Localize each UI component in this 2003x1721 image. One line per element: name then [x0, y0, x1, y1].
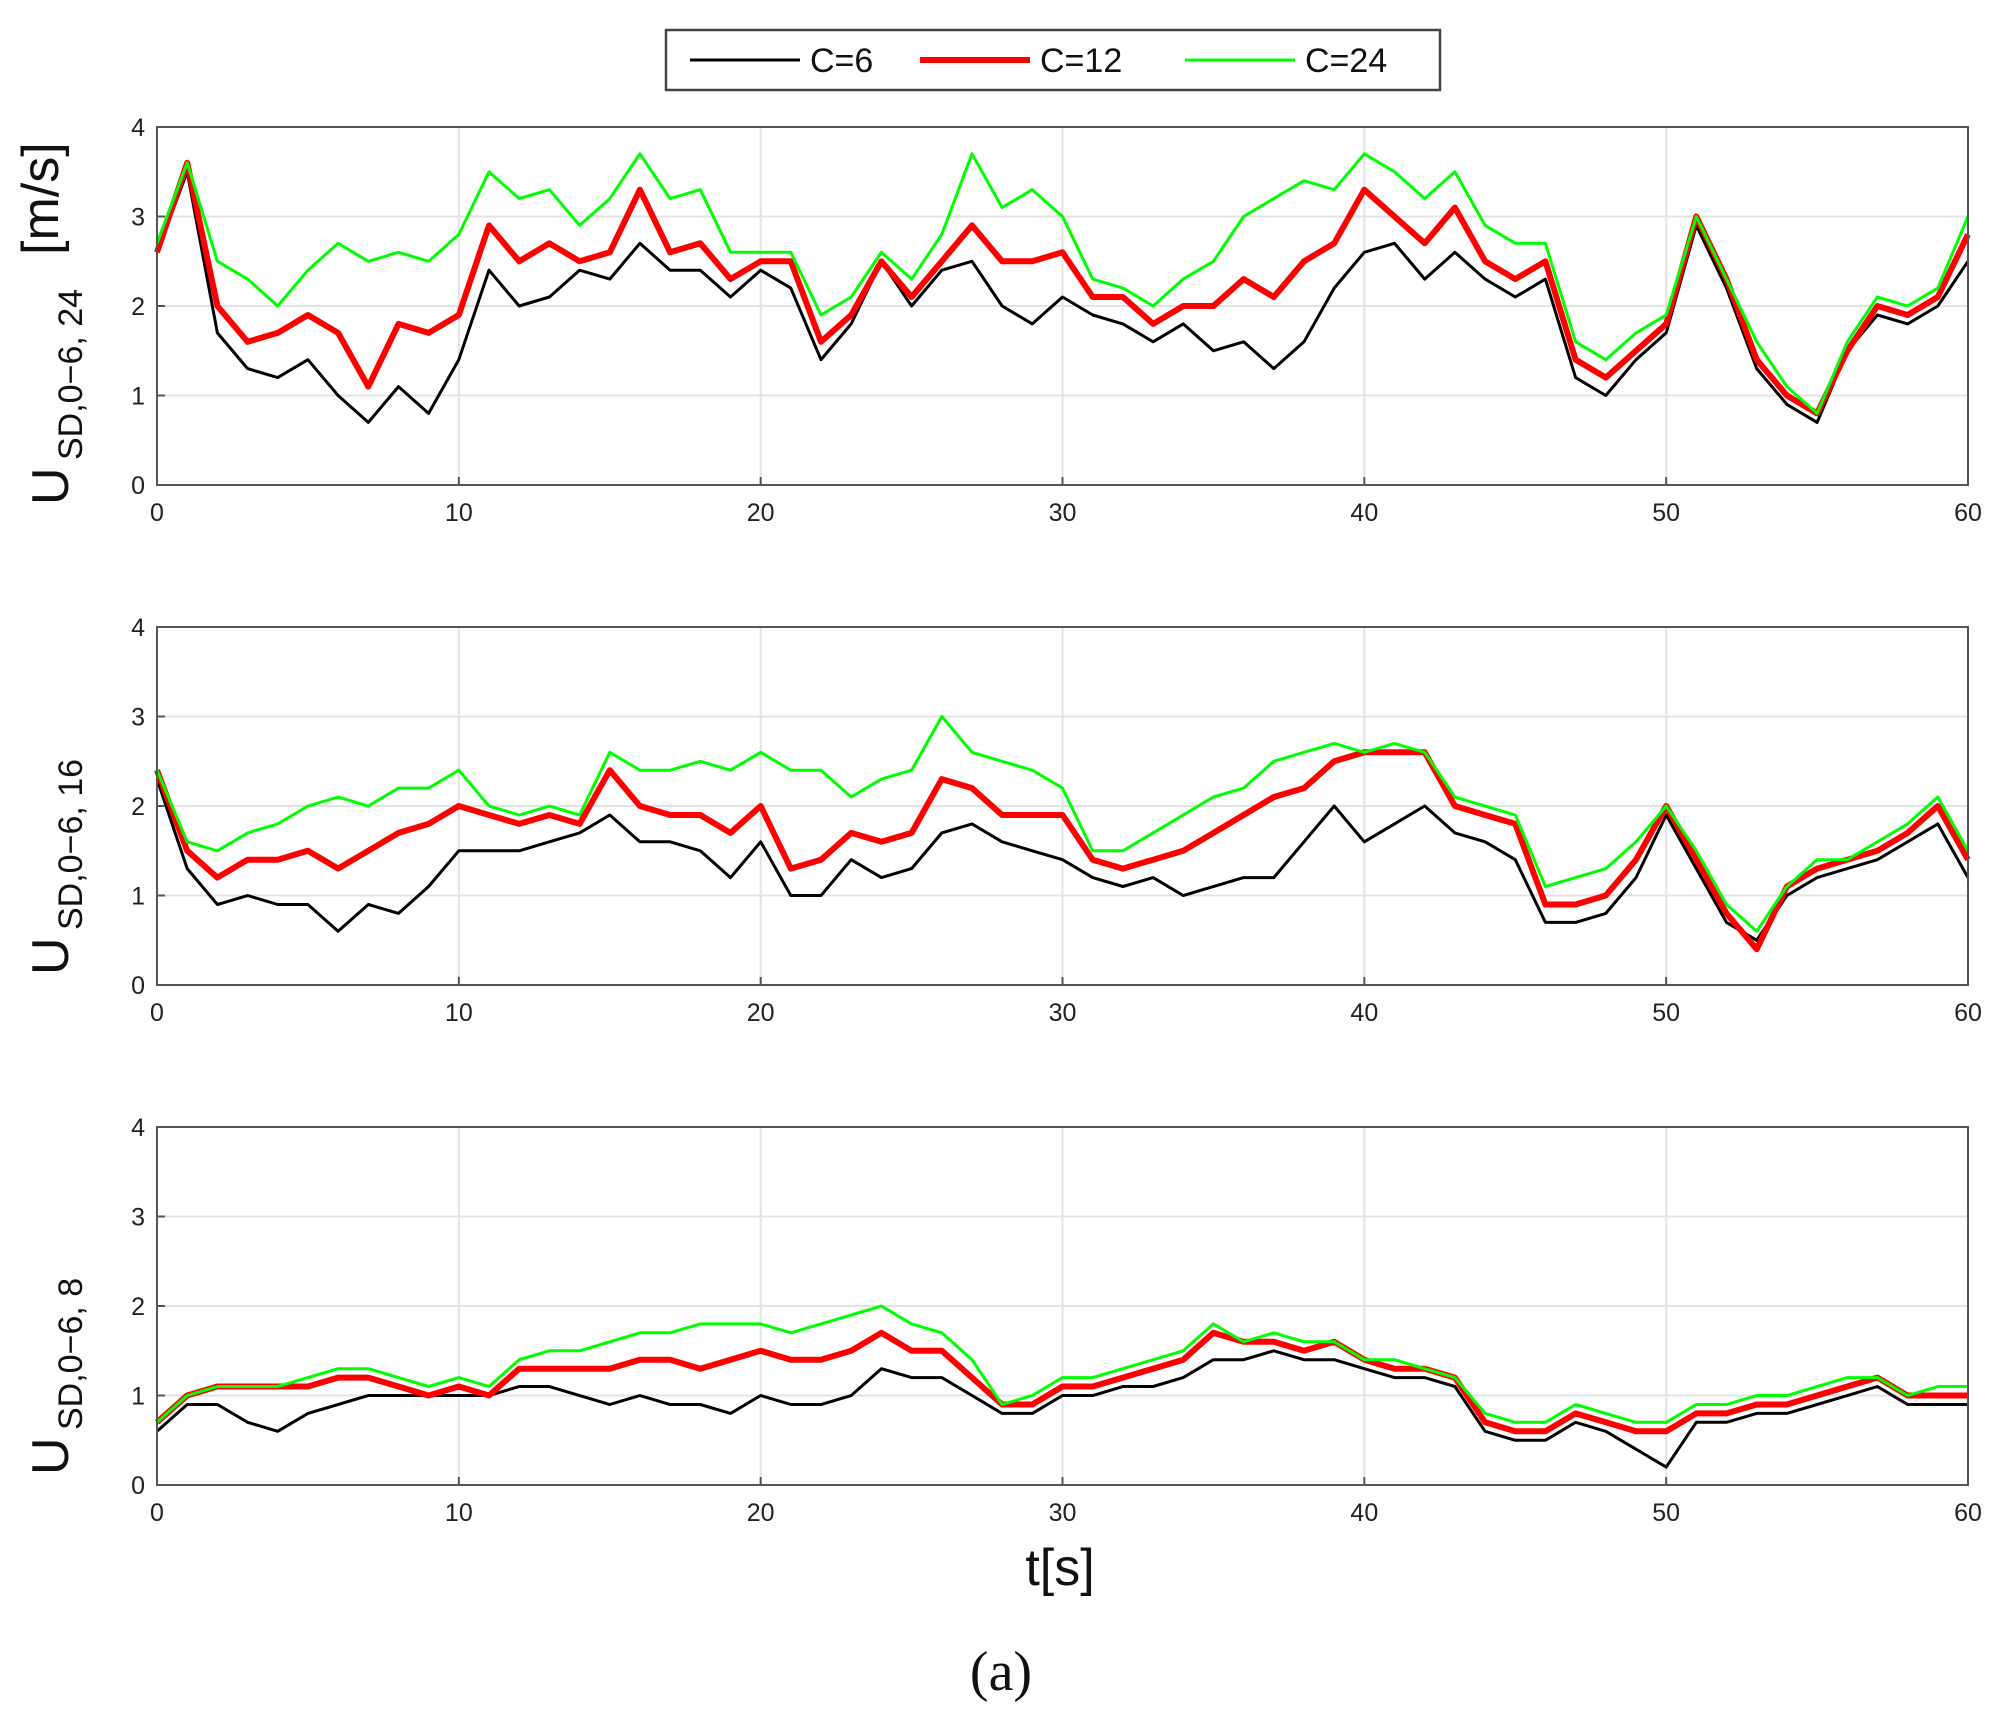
- panel-middle-ylabel-main: U: [22, 937, 80, 975]
- x-axis-label: t[s]: [1025, 1539, 1094, 1597]
- panel-top-series-c24: [155, 152, 1970, 415]
- panel-top-series-c6: [155, 170, 1970, 424]
- panel-top-xtick-label-4: 40: [1350, 499, 1378, 527]
- panel-middle-series-c6: [155, 778, 1970, 942]
- panel-bottom: 0 10 20 30 40 50 60 0 1 2 3 4 U SD,0−6, 8: [22, 1114, 1982, 1527]
- panel-bottom-xtick-label-4: 40: [1350, 1499, 1378, 1527]
- legend-label-c6: C=6: [810, 42, 873, 80]
- legend: C=6 C=12 C=24: [664, 28, 1442, 92]
- panel-top-ylabel-main: U: [22, 467, 80, 505]
- panel-middle-ticks: 0 10 20 30 40 50 60 0 1 2 3 4: [131, 614, 1982, 1027]
- panel-bottom-xtick-label-5: 50: [1652, 1499, 1680, 1527]
- panel-middle-series-c24: [155, 715, 1970, 933]
- panel-middle-xtick-label-1: 10: [445, 999, 473, 1027]
- panel-bottom-xtick-label-1: 10: [445, 1499, 473, 1527]
- panel-middle-ytick-label-1: 1: [131, 883, 145, 911]
- panel-top-xtick-label-6: 60: [1954, 499, 1982, 527]
- panel-middle-xtick-label-3: 30: [1049, 999, 1077, 1027]
- panel-middle-xtick-label-4: 40: [1350, 999, 1378, 1027]
- panel-bottom-ytick-label-4: 4: [131, 1114, 145, 1142]
- panel-middle-ytick-label-4: 4: [131, 614, 145, 642]
- panel-middle-ytick-label-3: 3: [131, 704, 145, 732]
- legend-label-c24: C=24: [1305, 42, 1387, 80]
- panel-bottom-ytick-label-2: 2: [131, 1293, 145, 1321]
- panel-top-series-c12: [154, 159, 1971, 417]
- panel-top-xtick-label-3: 30: [1049, 499, 1077, 527]
- panel-middle-xtick-label-0: 0: [150, 999, 164, 1027]
- panel-bottom-series: [155, 1304, 1968, 1469]
- legend-label-c12: C=12: [1040, 42, 1122, 80]
- panel-bottom-xtick-label-0: 0: [150, 1499, 164, 1527]
- panel-bottom-ytick-label-3: 3: [131, 1204, 145, 1232]
- panel-top-ytick-label-1: 1: [131, 383, 145, 411]
- panel-top-xtick-label-0: 0: [150, 499, 164, 527]
- panel-top-ticks: 0 10 20 30 40 50 60 0 1 2 3 4: [131, 114, 1982, 527]
- panel-top-series: [154, 152, 1971, 424]
- panel-middle-xtick-label-5: 50: [1652, 999, 1680, 1027]
- panel-top-xtick-label-2: 20: [747, 499, 775, 527]
- panel-bottom-series-c24: [156, 1304, 1968, 1424]
- panel-middle-ylabel-sub: SD,0−6, 16: [52, 759, 90, 930]
- panel-top-ytick-label-2: 2: [131, 293, 145, 321]
- panel-top-yunit: [m/s]: [12, 142, 70, 255]
- panel-middle-series: [154, 715, 1971, 953]
- panel-top-ytick-label-4: 4: [131, 114, 145, 142]
- panel-middle-xtick-label-2: 20: [747, 999, 775, 1027]
- panel-top-xtick-label-1: 10: [445, 499, 473, 527]
- panel-bottom-ytick-label-1: 1: [131, 1383, 145, 1411]
- panel-bottom-xtick-label-3: 30: [1049, 1499, 1077, 1527]
- panel-top: 0 10 20 30 40 50 60 0 1 2 3 4 U SD,0−6, 24 [m/s]: [12, 114, 1982, 527]
- panel-bottom-xtick-label-6: 60: [1954, 1499, 1982, 1527]
- panel-top-ylabel-sub: SD,0−6, 24: [52, 289, 90, 460]
- panel-middle-ytick-label-0: 0: [131, 972, 145, 1000]
- panel-top-xtick-label-5: 50: [1652, 499, 1680, 527]
- panel-bottom-series-c12: [155, 1329, 1968, 1435]
- panel-top-ytick-label-3: 3: [131, 204, 145, 232]
- panel-bottom-xtick-label-2: 20: [747, 1499, 775, 1527]
- figure-caption: (a): [970, 1641, 1032, 1703]
- panel-bottom-ylabel-main: U: [22, 1437, 80, 1475]
- panel-bottom-ylabel-sub: SD,0−6, 8: [52, 1278, 90, 1430]
- panel-top-ytick-label-0: 0: [131, 472, 145, 500]
- panel-middle-xtick-label-6: 60: [1954, 999, 1982, 1027]
- panel-middle-ytick-label-2: 2: [131, 793, 145, 821]
- panel-bottom-series-c6: [156, 1349, 1968, 1469]
- panel-middle: 0 10 20 30 40 50 60 0 1 2 3 4 U SD,0−6, 16: [22, 614, 1982, 1027]
- panel-bottom-ytick-label-0: 0: [131, 1472, 145, 1500]
- panel-bottom-ticks: 0 10 20 30 40 50 60 0 1 2 3 4: [131, 1114, 1982, 1527]
